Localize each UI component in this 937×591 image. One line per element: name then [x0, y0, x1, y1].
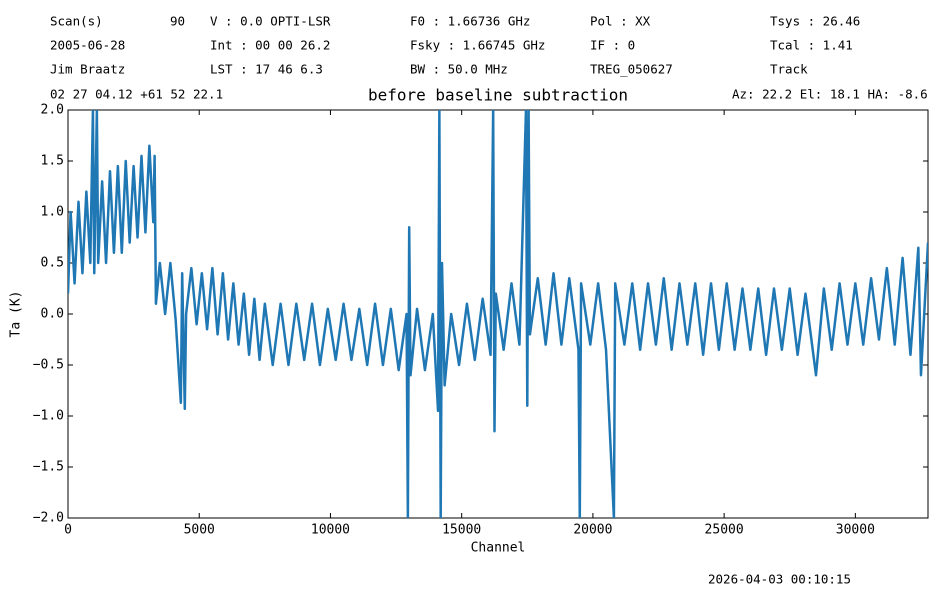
annotation: Tcal : 1.41 [770, 38, 853, 53]
annotation: Az: 22.2 El: 18.1 HA: -8.6 [732, 87, 928, 102]
annotation: Scan(s) [50, 14, 103, 29]
y-tick-label: 0.0 [41, 307, 64, 322]
annotation: Tsys : 26.46 [770, 14, 860, 29]
x-tick-label: 30000 [836, 523, 875, 538]
x-tick-label: 10000 [311, 523, 350, 538]
annotation: Int : 00 00 26.2 [210, 38, 330, 53]
chart-title: before baseline subtraction [368, 86, 628, 105]
annotation: 90 [170, 14, 185, 29]
y-tick-label: 2.0 [41, 103, 64, 118]
y-tick-label: 1.5 [41, 154, 64, 169]
annotation: Jim Braatz [50, 62, 125, 77]
y-tick-label: −0.5 [33, 358, 64, 373]
annotation: 2005-06-28 [50, 38, 125, 53]
x-tick-label: 5000 [184, 523, 215, 538]
annotation: Fsky : 1.66745 GHz [410, 38, 545, 53]
annotation: 2026-04-03 00:10:15 [708, 572, 851, 587]
annotation: TREG_050627 [590, 62, 673, 77]
annotation: F0 : 1.66736 GHz [410, 14, 530, 29]
data-line [68, 110, 928, 518]
x-axis-label: Channel [471, 541, 526, 556]
x-tick-label: 15000 [442, 523, 481, 538]
x-tick-label: 0 [64, 523, 72, 538]
annotation: LST : 17 46 6.3 [210, 62, 323, 77]
annotation: V : 0.0 OPTI-LSR [210, 14, 331, 29]
y-tick-label: −1.0 [33, 409, 64, 424]
annotation: 02 27 04.12 +61 52 22.1 [50, 87, 223, 102]
y-axis-label: Ta (K) [9, 291, 24, 338]
y-tick-label: −1.5 [33, 460, 64, 475]
x-tick-label: 20000 [573, 523, 612, 538]
y-tick-label: 1.0 [41, 205, 64, 220]
annotation: BW : 50.0 MHz [410, 62, 508, 77]
annotation: Track [770, 62, 808, 77]
x-tick-label: 25000 [705, 523, 744, 538]
annotation: IF : 0 [590, 38, 635, 53]
y-tick-label: 0.5 [41, 256, 64, 271]
y-tick-label: −2.0 [33, 511, 64, 526]
annotation: Pol : XX [590, 14, 651, 29]
